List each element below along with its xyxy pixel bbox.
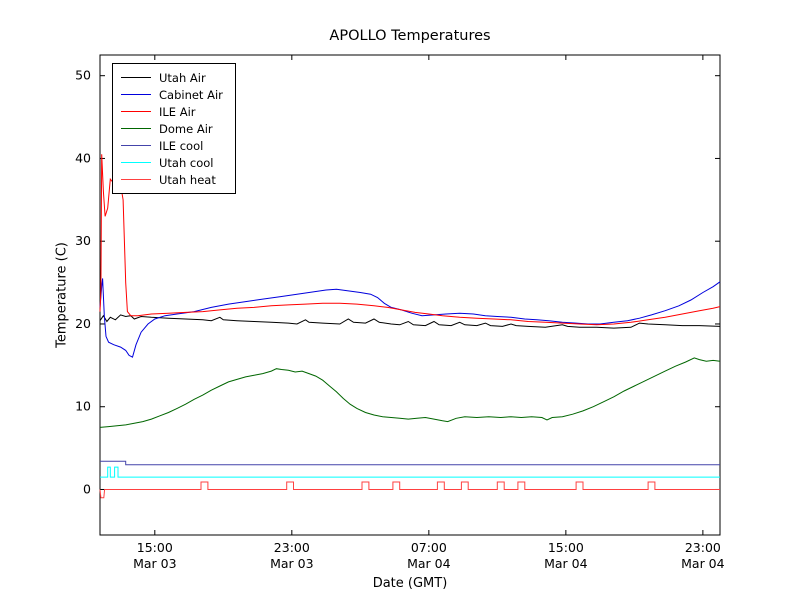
series-line-utah-air [99,314,721,329]
chart-title: APOLLO Temperatures [329,28,491,44]
legend-swatch [121,128,151,129]
series-line-dome-air [99,357,721,428]
legend-label: Cabinet Air [159,87,223,102]
y-tick-label: 50 [75,68,91,83]
legend-swatch [121,77,151,78]
legend-swatch [121,145,151,146]
legend: Utah Air Cabinet Air ILE Air Dome Air ILE co… [112,63,236,194]
legend-item: ILE Air [121,103,223,120]
y-tick-label: 40 [75,150,91,165]
y-tick-label: 30 [75,233,91,248]
legend-swatch [121,179,151,180]
x-tick-label-date: Mar 04 [544,556,588,571]
legend-item: Utah heat [121,171,223,188]
legend-label: Utah Air [159,70,206,85]
legend-swatch [121,94,151,95]
legend-item: ILE cool [121,137,223,154]
legend-label: ILE Air [159,104,196,119]
x-tick-label-date: Mar 03 [270,556,313,571]
x-tick-label-date: Mar 04 [407,556,451,571]
y-tick-label: 10 [75,399,91,414]
x-tick-label-time: 23:00 [685,540,721,555]
x-tick-label-date: Mar 03 [133,556,176,571]
legend-item: Utah cool [121,154,223,171]
series-line-utah-cool [100,466,720,478]
y-tick-label: 0 [83,481,91,496]
x-axis-label: Date (GMT) [372,576,448,591]
series-line-utah-heat [99,481,720,499]
legend-label: Dome Air [159,121,213,136]
legend-swatch [121,162,151,163]
series-line-cabinet-air [99,278,721,358]
legend-item: Utah Air [121,69,223,86]
x-tick-label-time: 15:00 [548,540,584,555]
x-tick-label-date: Mar 04 [681,556,725,571]
legend-item: Cabinet Air [121,86,223,103]
legend-label: ILE cool [159,138,204,153]
series-line-ile-cool [100,460,720,466]
legend-swatch [121,111,151,112]
y-tick-label: 20 [75,316,91,331]
x-tick-label-time: 23:00 [274,540,310,555]
x-tick-label-time: 07:00 [411,540,447,555]
plot-border [99,54,721,536]
legend-label: Utah cool [159,155,214,170]
legend-label: Utah heat [159,172,216,187]
x-tick-label-time: 15:00 [137,540,173,555]
legend-item: Dome Air [121,120,223,137]
